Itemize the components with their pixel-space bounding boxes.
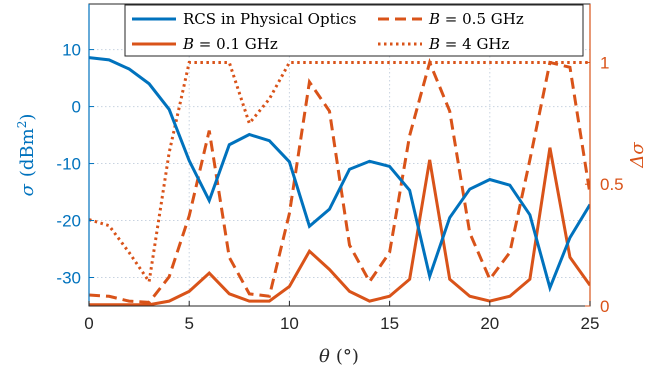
y-left-tick-label: -30 <box>56 269 81 288</box>
x-tick-label: 5 <box>184 314 193 333</box>
legend-label-rcs: RCS in Physical Optics <box>183 10 357 28</box>
legend-label-b4: B = 4 GHz <box>428 35 510 53</box>
y-left-tick-label: 10 <box>62 41 81 60</box>
y-left-tick-label: -10 <box>56 155 81 174</box>
x-tick-label: 10 <box>280 314 299 333</box>
legend-label-b01: B = 0.1 GHz <box>182 35 278 53</box>
y-axis-left-label: σ(dBm2) <box>15 114 38 197</box>
series-group <box>89 56 590 306</box>
x-axis-label: θ (°) <box>319 346 359 367</box>
x-tick-label: 25 <box>581 314 600 333</box>
series-line-2 <box>89 57 590 304</box>
legend: RCS in Physical Optics B = 0.5 GHz B = 0… <box>124 4 584 57</box>
x-tick-label: 0 <box>84 314 93 333</box>
y-right-tick-label: 0.5 <box>600 175 624 194</box>
y-right-tick-label: 0 <box>600 297 609 316</box>
y-left-tick-label: 0 <box>72 98 81 117</box>
series-line-0 <box>89 56 590 293</box>
ticks: 0 5 10 15 20 25 10 0 -10 -20 -30 0 0.5 1 <box>56 41 623 333</box>
y-axis-right-label: Δσ <box>627 142 648 169</box>
series-line-3 <box>89 60 590 286</box>
y-left-tick-label: -20 <box>56 212 81 231</box>
legend-label-b05: B = 0.5 GHz <box>428 10 524 28</box>
x-tick-label: 20 <box>480 314 499 333</box>
y-right-tick-label: 1 <box>600 53 609 72</box>
x-tick-label: 15 <box>380 314 399 333</box>
legend-box <box>124 4 584 57</box>
series-line-1 <box>89 147 590 306</box>
